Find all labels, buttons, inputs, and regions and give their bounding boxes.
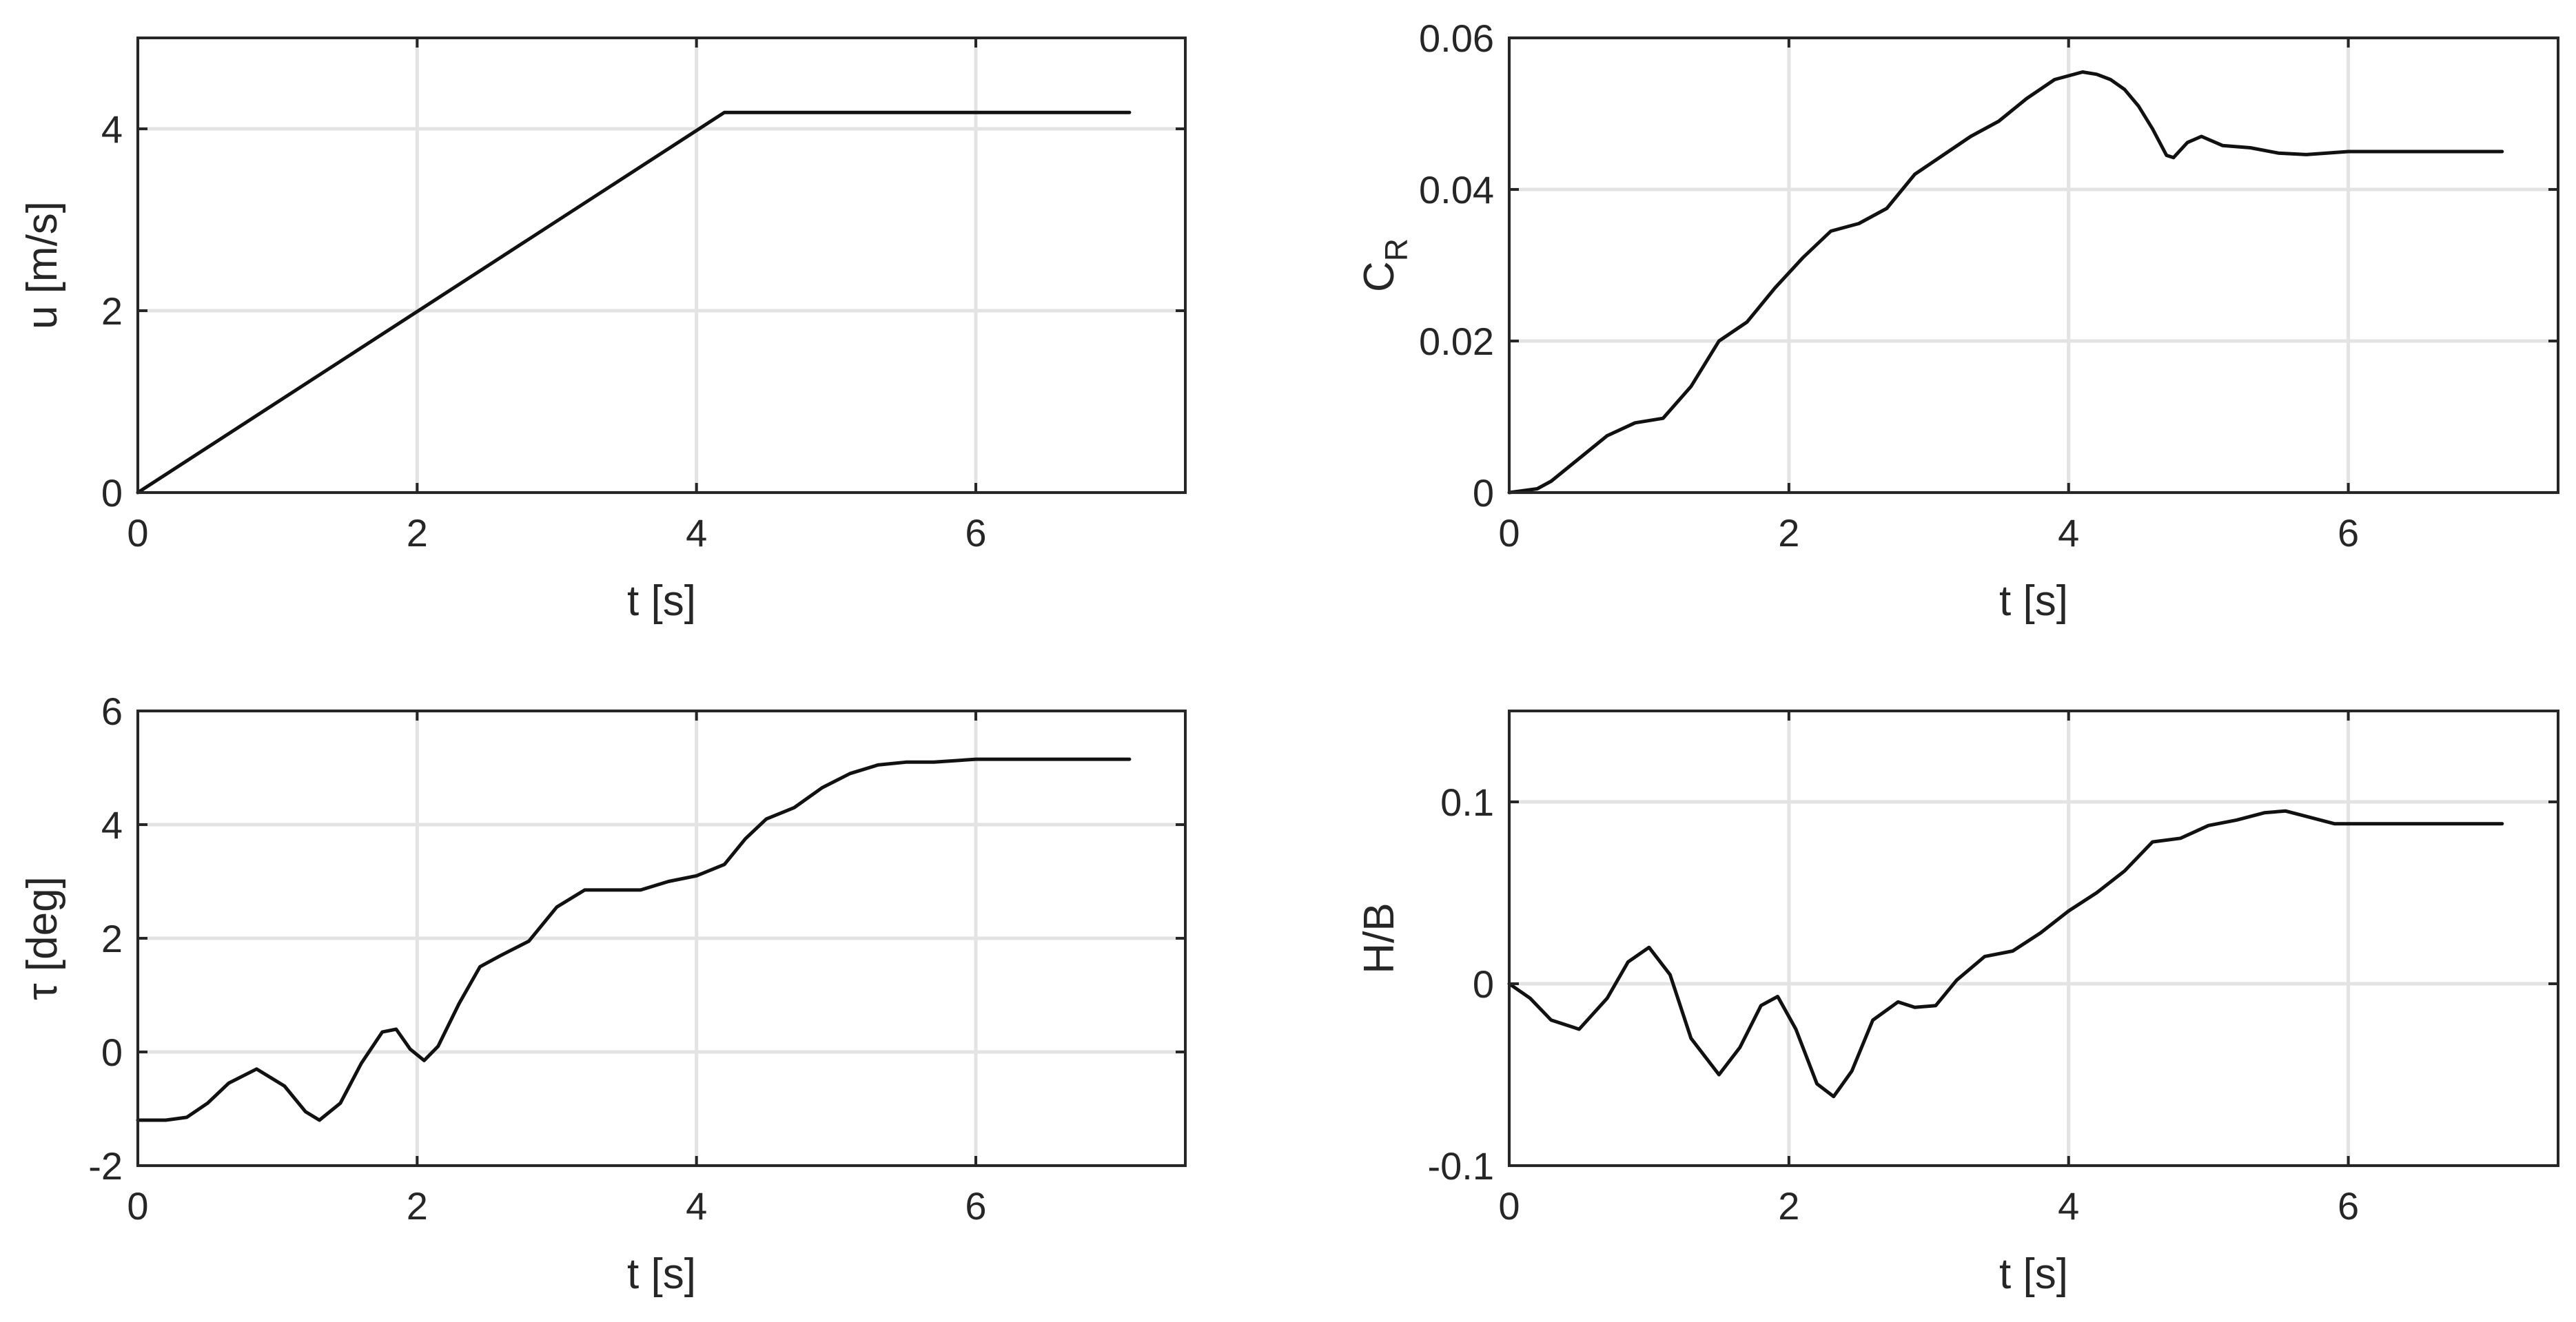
y-tick-label: 0.1 [1440,781,1494,824]
x-tick-label: 2 [407,511,428,555]
chart-panel-1: 0 2 4 6 0 2 4 t [s] u [m/s] [19,37,1187,625]
y-tick-label: 0.04 [1419,168,1494,211]
y-axis-label-text: H/B [1356,902,1403,973]
x-tick-label: 4 [686,511,707,555]
y-tick-label: 0.02 [1419,320,1494,363]
x-tick-label: 4 [2058,511,2079,555]
axes-frame [136,37,1187,494]
y-axis-label: u [m/s] [19,201,66,329]
x-axis-label: t [s] [1999,577,2068,625]
x-tick-label: 2 [407,1184,428,1228]
x-axis-label: t [s] [1999,1250,2068,1298]
x-tick-label: 6 [965,1184,986,1228]
y-tick-label: 0 [101,471,123,515]
x-tick-label: 2 [1778,511,1799,555]
y-axis-label-text: τ [deg] [19,876,66,1000]
x-axis-label: t [s] [627,577,696,625]
y-axis-label: τ [deg] [19,876,66,1000]
plot-area [138,38,1185,493]
x-tick-label: 0 [127,1184,148,1228]
series-line-1 [136,110,1132,495]
series-line-1 [136,757,1132,1122]
series-line-1 [1507,70,2504,495]
y-axis-label: H/B [1356,902,1403,973]
x-tick-label: 6 [965,511,986,555]
x-tick-label: 0 [1498,1184,1520,1228]
y-tick-label: 6 [101,690,123,733]
chart-panel-2: 0 2 4 6 0 0.02 0.04 0.06 t [s] CR [1356,17,2559,625]
chart-panel-4: 0 2 4 6-0.100.1t [s]H/B [1356,710,2559,1298]
y-tick-label: 0 [101,1031,123,1074]
y-axis-label-subscript: R [1378,238,1414,261]
x-tick-label: 4 [2058,1184,2079,1228]
x-tick-label: 4 [686,1184,707,1228]
y-tick-label: 4 [101,803,123,847]
y-axis-label-text: C [1356,261,1403,292]
y-tick-label: 2 [101,289,123,333]
y-axis-label-text: u [m/s] [19,201,66,329]
x-axis-label: t [s] [627,1250,696,1298]
axes-frame [1508,710,2559,1167]
x-tick-label: 0 [1498,511,1520,555]
y-tick-label: 0.06 [1419,17,1494,60]
x-tick-label: 6 [2338,1184,2359,1228]
axes-frame [1508,37,2559,494]
y-tick-label: 0 [1473,471,1494,515]
y-axis-label: CR [1356,238,1414,292]
series-line-1 [1507,809,2504,1099]
y-tick-label: 0 [1473,962,1494,1006]
x-tick-label: 2 [1778,1184,1799,1228]
x-tick-label: 0 [127,511,148,555]
x-tick-label: 6 [2338,511,2359,555]
y-tick-label: 4 [101,107,123,151]
plot-area [1509,38,2558,493]
y-tick-label: -0.1 [1428,1144,1495,1188]
y-tick-label: 2 [101,917,123,960]
y-tick-label: -2 [88,1144,123,1188]
